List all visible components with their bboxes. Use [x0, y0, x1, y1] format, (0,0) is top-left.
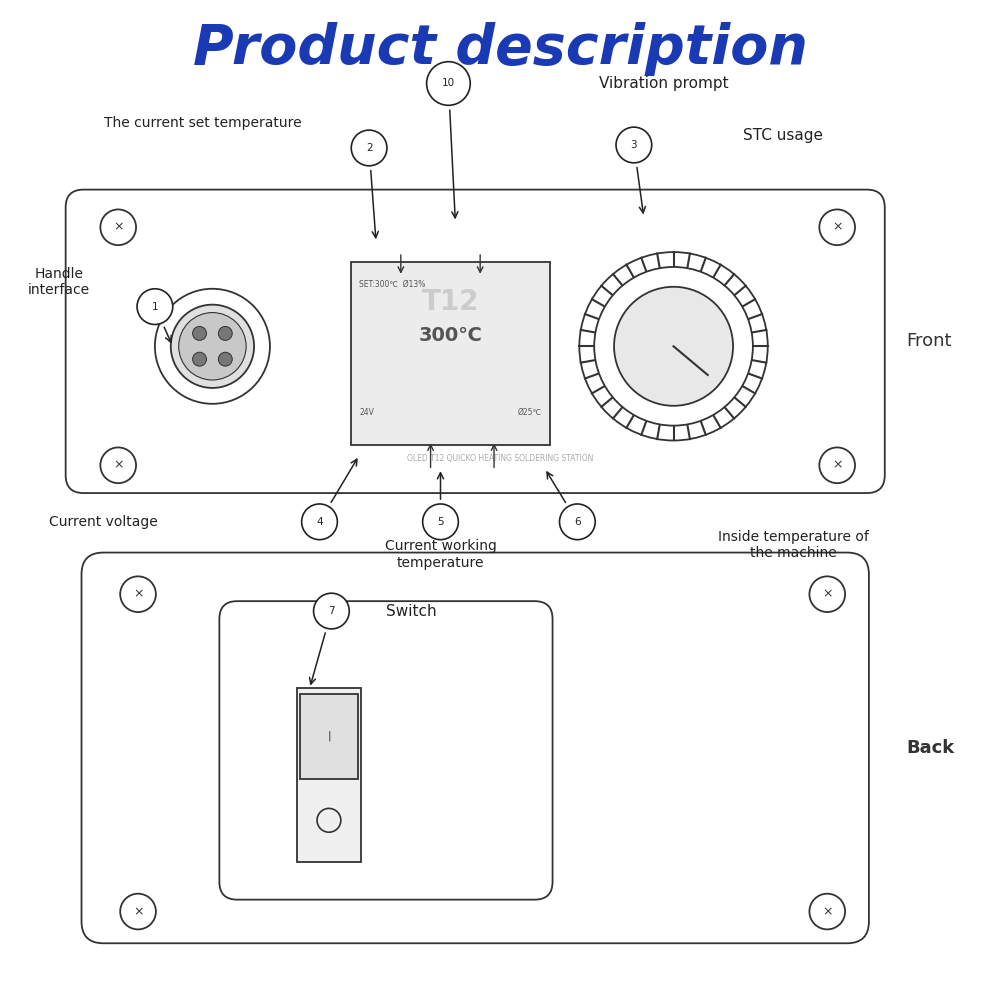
Bar: [351, 262, 550, 445]
Circle shape: [171, 305, 254, 388]
Circle shape: [100, 209, 136, 245]
FancyBboxPatch shape: [219, 601, 553, 900]
Text: ×: ×: [822, 588, 832, 601]
Circle shape: [594, 267, 753, 426]
Text: |: |: [327, 730, 331, 741]
Circle shape: [427, 62, 470, 105]
Text: OLED T12 QUICKO HEATING SOLDERING STATION: OLED T12 QUICKO HEATING SOLDERING STATIO…: [407, 454, 593, 463]
Circle shape: [351, 130, 387, 166]
Circle shape: [819, 209, 855, 245]
Text: 300℃: 300℃: [418, 326, 482, 345]
Circle shape: [137, 289, 173, 324]
Circle shape: [579, 252, 768, 440]
Text: ×: ×: [133, 905, 143, 918]
Text: ×: ×: [832, 221, 842, 234]
Circle shape: [819, 447, 855, 483]
Text: Inside temperature of
the machine: Inside temperature of the machine: [718, 530, 869, 560]
Text: Current voltage: Current voltage: [49, 515, 158, 529]
Circle shape: [218, 352, 232, 366]
Circle shape: [616, 127, 652, 163]
Text: 4: 4: [316, 517, 323, 527]
Text: ×: ×: [113, 221, 123, 234]
Circle shape: [155, 289, 270, 404]
Text: 3: 3: [631, 140, 637, 150]
Text: Product description: Product description: [193, 22, 807, 76]
Circle shape: [809, 576, 845, 612]
FancyBboxPatch shape: [66, 190, 885, 493]
Bar: [297, 688, 361, 862]
Text: Vibration prompt: Vibration prompt: [599, 76, 729, 91]
Text: 5: 5: [437, 517, 444, 527]
Circle shape: [100, 447, 136, 483]
Circle shape: [218, 326, 232, 340]
Text: Switch: Switch: [386, 604, 437, 619]
Text: 10: 10: [442, 78, 455, 88]
Text: Ø25℃: Ø25℃: [518, 408, 542, 417]
Circle shape: [302, 504, 337, 540]
Circle shape: [423, 504, 458, 540]
Circle shape: [614, 287, 733, 406]
Text: ×: ×: [133, 588, 143, 601]
Text: ×: ×: [832, 459, 842, 472]
Circle shape: [314, 593, 349, 629]
Text: ×: ×: [822, 905, 832, 918]
Circle shape: [317, 808, 341, 832]
Text: 6: 6: [574, 517, 581, 527]
Text: ×: ×: [113, 459, 123, 472]
Circle shape: [559, 504, 595, 540]
Text: SET:300℃  Ø13%: SET:300℃ Ø13%: [359, 280, 426, 289]
Text: Back: Back: [907, 739, 955, 757]
Text: 2: 2: [366, 143, 372, 153]
Text: The current set temperature: The current set temperature: [104, 116, 301, 130]
Bar: [300, 694, 358, 779]
Text: 1: 1: [152, 302, 158, 312]
Circle shape: [179, 313, 246, 380]
Circle shape: [120, 894, 156, 929]
Circle shape: [193, 352, 206, 366]
Text: STC usage: STC usage: [743, 128, 823, 143]
Circle shape: [193, 326, 206, 340]
Text: 7: 7: [328, 606, 335, 616]
Circle shape: [809, 894, 845, 929]
Text: 24V: 24V: [359, 408, 374, 417]
Text: Handle
interface: Handle interface: [28, 267, 90, 297]
Text: Current working
temperature: Current working temperature: [385, 539, 496, 570]
Text: T12: T12: [422, 288, 479, 316]
Text: Front: Front: [907, 332, 952, 350]
Circle shape: [120, 576, 156, 612]
FancyBboxPatch shape: [82, 553, 869, 943]
